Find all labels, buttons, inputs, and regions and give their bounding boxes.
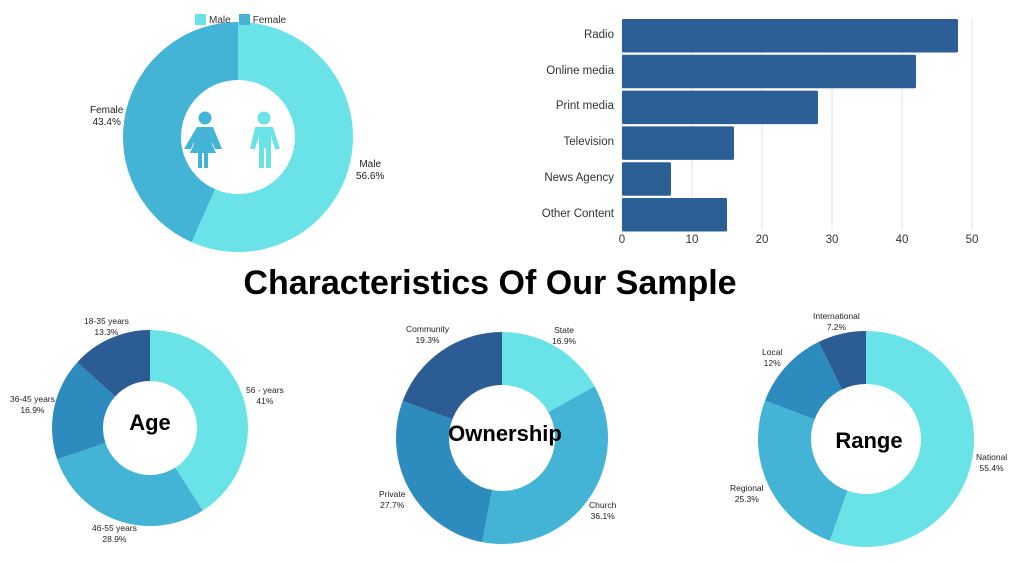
- gender-slice-male: [191, 22, 353, 253]
- age-slice-18-35-years: [77, 329, 150, 397]
- y-category-label: Print media: [555, 100, 614, 113]
- bar-online-media: [622, 54, 916, 89]
- label-female: Female 43.4%: [90, 105, 124, 128]
- y-category-label: Radio: [583, 28, 614, 41]
- age-center-label: Age: [129, 410, 171, 435]
- y-category-label: News Agency: [544, 171, 614, 184]
- label-national: National 55.4%: [976, 452, 1008, 473]
- x-tick-label: 40: [895, 234, 909, 246]
- label-private: Private 27.7%: [379, 489, 406, 510]
- gender-legend: Male Female: [195, 14, 286, 26]
- bar-news-agency: [622, 162, 671, 196]
- label-age-18-35: 18-35 years 13.3%: [84, 316, 129, 337]
- range-slice-national: [829, 331, 974, 547]
- bar-print-media: [622, 90, 818, 125]
- bar-television: [622, 126, 734, 160]
- y-category-label: Television: [563, 136, 615, 149]
- male-icon: [250, 111, 280, 168]
- legend-female: Female: [238, 14, 286, 26]
- age-slice-46-55-years: [57, 442, 203, 526]
- label-age-46-55: 46-55 years 28.9%: [92, 523, 137, 544]
- label-state: State 16.9%: [552, 325, 577, 346]
- label-male: Male 56.6%: [356, 159, 385, 182]
- y-category-label: Online media: [546, 64, 614, 77]
- range-slice-international: [818, 331, 866, 390]
- label-regional: Regional 25.3%: [730, 483, 764, 504]
- x-tick-label: 0: [618, 234, 626, 246]
- label-international: International 7.2%: [813, 311, 860, 332]
- x-tick-label: 30: [825, 234, 839, 246]
- range-slice-local: [765, 341, 842, 420]
- x-tick-label: 20: [755, 234, 769, 246]
- page-title: Characteristics Of Our Sample: [243, 264, 737, 302]
- range-slice-regional: [758, 400, 848, 541]
- bar-radio: [622, 19, 958, 53]
- label-age-56: 56 - years 41%: [246, 385, 284, 406]
- x-tick-label: 50: [965, 234, 979, 246]
- ownership-center-label: Ownership: [448, 421, 562, 446]
- bar-other-content: [622, 198, 727, 232]
- ownership-slice-church: [482, 386, 608, 544]
- label-local: Local 12%: [762, 347, 783, 368]
- female-icon: [184, 111, 222, 168]
- ownership-slice-state: [502, 332, 595, 413]
- label-age-36-45: 36-45 years 16.9%: [10, 394, 55, 415]
- label-community: Community 19.3%: [406, 324, 449, 345]
- y-category-label: Other Content: [541, 207, 614, 220]
- x-tick-label: 10: [685, 234, 699, 246]
- ownership-slice-community: [402, 331, 502, 420]
- gender-slice-female: [123, 22, 238, 243]
- ownership-slice-private: [396, 400, 493, 543]
- label-church: Church 36.1%: [589, 500, 617, 521]
- age-slice-56-years: [150, 330, 249, 511]
- age-slice-36-45-years: [52, 362, 116, 460]
- range-center-label: Range: [835, 428, 903, 453]
- legend-male: Male: [195, 14, 231, 26]
